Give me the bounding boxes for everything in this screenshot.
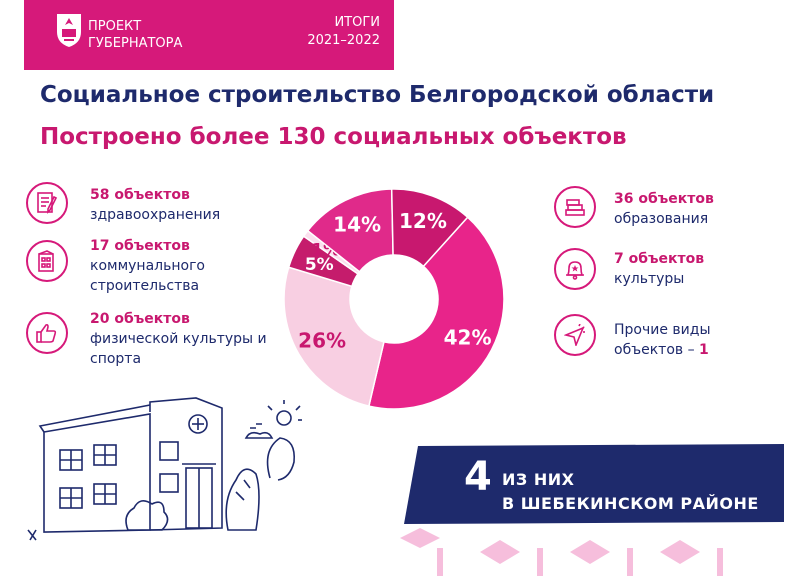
header-project-label: ПРОЕКТ ГУБЕРНАТОРА	[88, 19, 183, 51]
left-item-count: 20 объектов	[90, 311, 190, 327]
thumbs-up-icon	[26, 312, 68, 354]
right-item-count: 7 объектов	[614, 251, 705, 267]
right-item-other: Прочие виды объектов – 1	[614, 320, 764, 360]
building-icon	[26, 240, 68, 282]
left-item-count: 58 объектов	[90, 187, 190, 203]
header-years: 2021–2022	[307, 33, 380, 48]
left-item-desc: здравоохранения	[90, 207, 221, 223]
header-results: ИТОГИ 2021–2022	[294, 14, 394, 50]
decor-diamonds	[400, 528, 723, 576]
header-bar: ПРОЕКТ ГУБЕРНАТОРА ИТОГИ 2021–2022	[24, 0, 394, 70]
coat-of-arms-logo	[57, 14, 81, 47]
donut-slice	[390, 188, 469, 268]
cursor-icon	[554, 314, 596, 356]
right-item-desc: Прочие виды объектов – 1	[614, 320, 764, 360]
left-item-desc: физической культуры и спорта	[90, 331, 267, 367]
right-item-desc: культуры	[614, 271, 685, 287]
donut-slice	[283, 266, 385, 407]
donut-chart: 42%26%5%1%14% 12%	[283, 188, 505, 410]
donut-value-label: 26%	[298, 329, 346, 353]
left-item-health: 58 объектов здравоохранения	[90, 186, 220, 225]
right-item-count: 36 объектов	[614, 191, 714, 207]
page-title: Социальное строительство Белгородской об…	[40, 82, 715, 108]
banner-line1: ИЗ НИХ	[502, 470, 575, 489]
bell-star-icon	[554, 248, 596, 290]
page-subtitle: Построено более 130 социальных объектов	[40, 124, 627, 150]
donut-value-label: 14%	[333, 213, 381, 237]
banner-number: 4	[464, 454, 492, 500]
donut-value-label: 12%	[399, 209, 447, 233]
left-item-count: 17 объектов	[90, 238, 190, 254]
right-item-other-count: 1	[699, 342, 709, 358]
donut-value-label: 5%	[305, 255, 334, 275]
right-item-culture: 7 объектов культуры	[614, 250, 704, 289]
building-illustration	[27, 397, 302, 541]
left-item-communal: 17 объектов коммунального строительства	[90, 237, 240, 296]
document-pen-icon	[26, 182, 68, 224]
books-icon	[554, 186, 596, 228]
donut-slice	[367, 216, 505, 410]
donut-value-label: 42%	[444, 325, 492, 349]
right-item-education: 36 объектов образования	[614, 190, 714, 229]
left-item-desc: коммунального строительства	[90, 258, 206, 294]
banner-line2: В ШЕБЕКИНСКОМ РАЙОНЕ	[502, 494, 759, 513]
banner-background	[404, 444, 784, 524]
left-item-sport: 20 объектов физической культуры и спорта	[90, 310, 280, 369]
header-results-label: ИТОГИ	[334, 15, 380, 30]
right-item-other-text: Прочие виды объектов –	[614, 322, 711, 358]
right-item-desc: образования	[614, 211, 709, 227]
